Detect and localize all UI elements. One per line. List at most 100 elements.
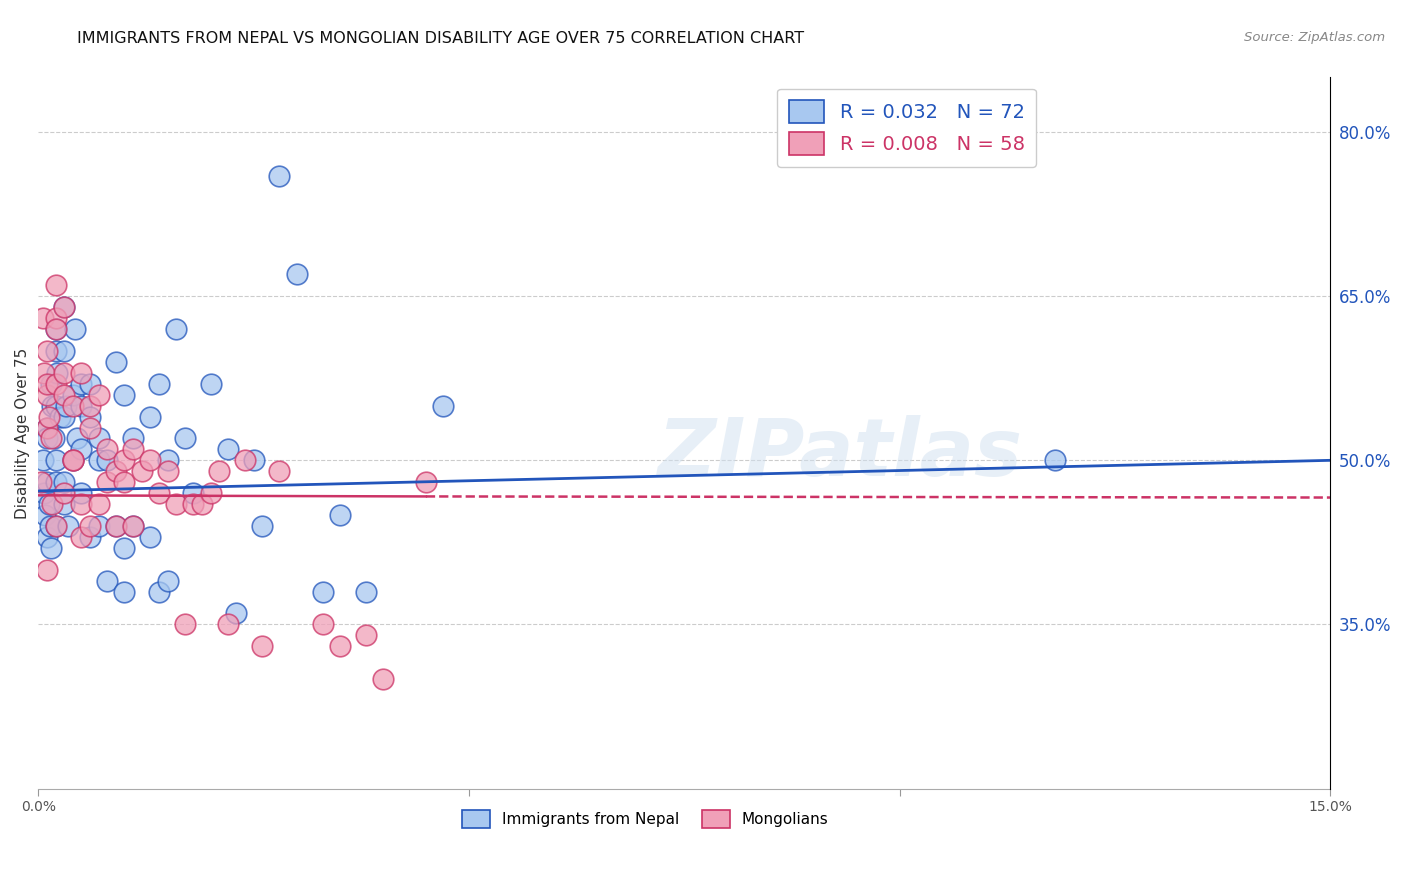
Point	[45, 278, 67, 293]
Point	[53, 409, 76, 424]
Point	[252, 640, 274, 654]
Point	[252, 519, 274, 533]
Point	[104, 355, 127, 369]
Point	[62, 453, 84, 467]
Point	[35, 563, 58, 577]
Point	[233, 453, 256, 467]
Point	[53, 486, 76, 500]
Point	[45, 519, 67, 533]
Point	[45, 343, 67, 358]
Point	[70, 366, 93, 380]
Point	[156, 574, 179, 588]
Point	[183, 497, 205, 511]
Point	[131, 464, 153, 478]
Point	[165, 322, 187, 336]
Point	[87, 432, 110, 446]
Point	[53, 475, 76, 490]
Point	[354, 628, 377, 642]
Point	[62, 387, 84, 401]
Point	[45, 322, 67, 336]
Point	[96, 453, 118, 467]
Point	[114, 387, 136, 401]
Point	[38, 409, 60, 424]
Point	[35, 475, 58, 490]
Point	[200, 486, 222, 500]
Point	[148, 486, 170, 500]
Point	[35, 420, 58, 434]
Point	[66, 432, 89, 446]
Point	[217, 442, 239, 457]
Point	[269, 169, 291, 183]
Point	[70, 530, 93, 544]
Point	[79, 376, 101, 391]
Point	[53, 343, 76, 358]
Point	[45, 311, 67, 326]
Y-axis label: Disability Age Over 75: Disability Age Over 75	[15, 347, 30, 518]
Point	[31, 311, 53, 326]
Point	[53, 300, 76, 314]
Point	[200, 376, 222, 391]
Point	[1043, 453, 1066, 467]
Point	[173, 432, 195, 446]
Point	[70, 399, 93, 413]
Point	[87, 453, 110, 467]
Point	[41, 497, 63, 511]
Point	[104, 519, 127, 533]
Point	[96, 442, 118, 457]
Point	[79, 519, 101, 533]
Point	[165, 497, 187, 511]
Point	[49, 409, 72, 424]
Point	[225, 607, 247, 621]
Point	[34, 486, 56, 500]
Point	[53, 497, 76, 511]
Point	[79, 409, 101, 424]
Point	[35, 420, 58, 434]
Point	[329, 508, 352, 522]
Point	[35, 376, 58, 391]
Point	[62, 453, 84, 467]
Point	[45, 453, 67, 467]
Point	[371, 672, 394, 686]
Point	[62, 399, 84, 413]
Point	[191, 497, 214, 511]
Point	[45, 399, 67, 413]
Point	[329, 640, 352, 654]
Point	[173, 617, 195, 632]
Point	[122, 442, 145, 457]
Point	[55, 399, 77, 413]
Point	[114, 541, 136, 555]
Point	[70, 376, 93, 391]
Point	[148, 376, 170, 391]
Point	[79, 420, 101, 434]
Point	[34, 366, 56, 380]
Point	[35, 343, 58, 358]
Point	[311, 617, 333, 632]
Point	[87, 497, 110, 511]
Point	[104, 464, 127, 478]
Point	[122, 519, 145, 533]
Point	[38, 497, 60, 511]
Point	[114, 584, 136, 599]
Point	[156, 464, 179, 478]
Text: Source: ZipAtlas.com: Source: ZipAtlas.com	[1244, 31, 1385, 45]
Point	[70, 442, 93, 457]
Point	[39, 432, 62, 446]
Point	[139, 409, 162, 424]
Point	[96, 475, 118, 490]
Text: IMMIGRANTS FROM NEPAL VS MONGOLIAN DISABILITY AGE OVER 75 CORRELATION CHART: IMMIGRANTS FROM NEPAL VS MONGOLIAN DISAB…	[77, 31, 804, 46]
Point	[35, 387, 58, 401]
Point	[35, 530, 58, 544]
Point	[183, 486, 205, 500]
Point	[139, 453, 162, 467]
Point	[53, 387, 76, 401]
Point	[38, 519, 60, 533]
Point	[415, 475, 437, 490]
Point	[45, 475, 67, 490]
Point	[46, 366, 69, 380]
Point	[41, 399, 63, 413]
Point	[79, 399, 101, 413]
Point	[53, 366, 76, 380]
Point	[156, 453, 179, 467]
Point	[31, 453, 53, 467]
Point	[269, 464, 291, 478]
